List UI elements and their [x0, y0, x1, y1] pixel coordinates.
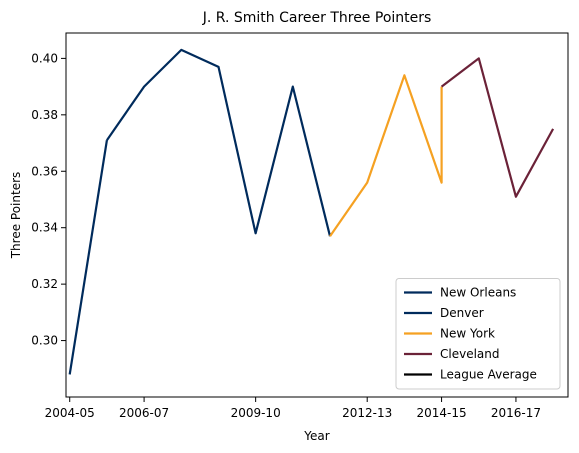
y-axis-title: Three Pointers [9, 172, 23, 260]
y-tick-label: 0.40 [31, 51, 58, 65]
x-tick-label: 2004-05 [45, 406, 95, 420]
plot-frame [65, 32, 569, 398]
series-line-new-york [329, 74, 443, 237]
x-tick-label: 2012-13 [342, 406, 392, 420]
y-tick-label: 0.34 [31, 221, 58, 235]
legend-label: New Orleans [440, 286, 516, 300]
y-tick-label: 0.30 [31, 334, 58, 348]
x-tick-label: 2014-15 [417, 406, 467, 420]
legend: New Orleans Denver New York Cleveland League… [395, 278, 561, 390]
x-tick-label: 2009-10 [231, 406, 281, 420]
x-tick-label: 2016-17 [491, 406, 541, 420]
series-line-cleveland [440, 57, 555, 198]
legend-label: League Average [440, 368, 537, 382]
legend-label: Cleveland [440, 347, 500, 361]
legend-label: New York [440, 327, 495, 341]
y-axis: 0.30 0.32 0.34 0.36 0.38 0.40 [31, 51, 66, 348]
x-axis: 2004-05 2006-07 2009-10 2012-13 2014-15 2016-… [45, 397, 541, 420]
x-tick-label: 2006-07 [119, 406, 169, 420]
y-tick-label: 0.38 [31, 108, 58, 122]
y-tick-label: 0.36 [31, 164, 58, 178]
y-tick-label: 0.32 [31, 277, 58, 291]
legend-label: Denver [440, 306, 484, 320]
series-line-new-orleans [68, 140, 108, 375]
chart-title: J. R. Smith Career Three Pointers [202, 10, 432, 26]
plot-area [68, 48, 555, 375]
x-axis-title: Year [303, 429, 329, 443]
legend-box [395, 278, 561, 390]
series-line-denver [105, 48, 332, 237]
